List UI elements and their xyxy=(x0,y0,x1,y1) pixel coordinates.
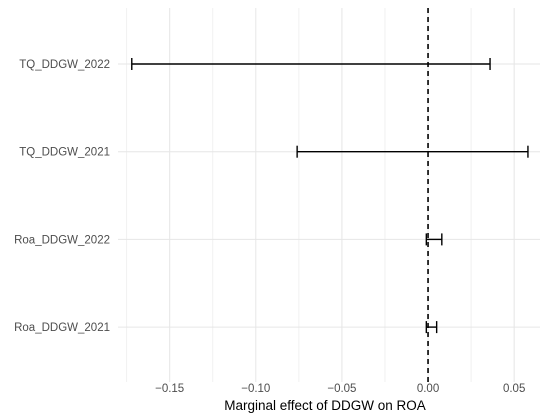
x-tick-label: −0.15 xyxy=(155,383,184,395)
error-bar xyxy=(296,145,529,158)
y-tick-label: TQ_DDGW_2022 xyxy=(19,59,110,71)
error-bars xyxy=(131,58,529,334)
error-bar xyxy=(425,233,443,246)
x-tick-label: −0.05 xyxy=(327,383,356,395)
y-tick-labels: TQ_DDGW_2022 TQ_DDGW_2021 Roa_DDGW_2022 Roa… xyxy=(14,59,110,334)
y-tick-label: Roa_DDGW_2021 xyxy=(14,322,110,334)
error-bar xyxy=(131,58,491,70)
x-tick-label: −0.10 xyxy=(241,383,270,395)
x-axis-title: Marginal effect of DDGW on ROA xyxy=(224,398,426,413)
x-tick-labels: −0.15 −0.10 −0.05 0.00 0.05 xyxy=(155,383,525,395)
x-tick-label: 0.05 xyxy=(503,383,525,395)
x-tick-label: 0.00 xyxy=(417,383,439,395)
error-bar xyxy=(425,321,438,334)
y-tick-label: TQ_DDGW_2021 xyxy=(19,147,110,159)
y-tick-label: Roa_DDGW_2022 xyxy=(14,234,110,246)
